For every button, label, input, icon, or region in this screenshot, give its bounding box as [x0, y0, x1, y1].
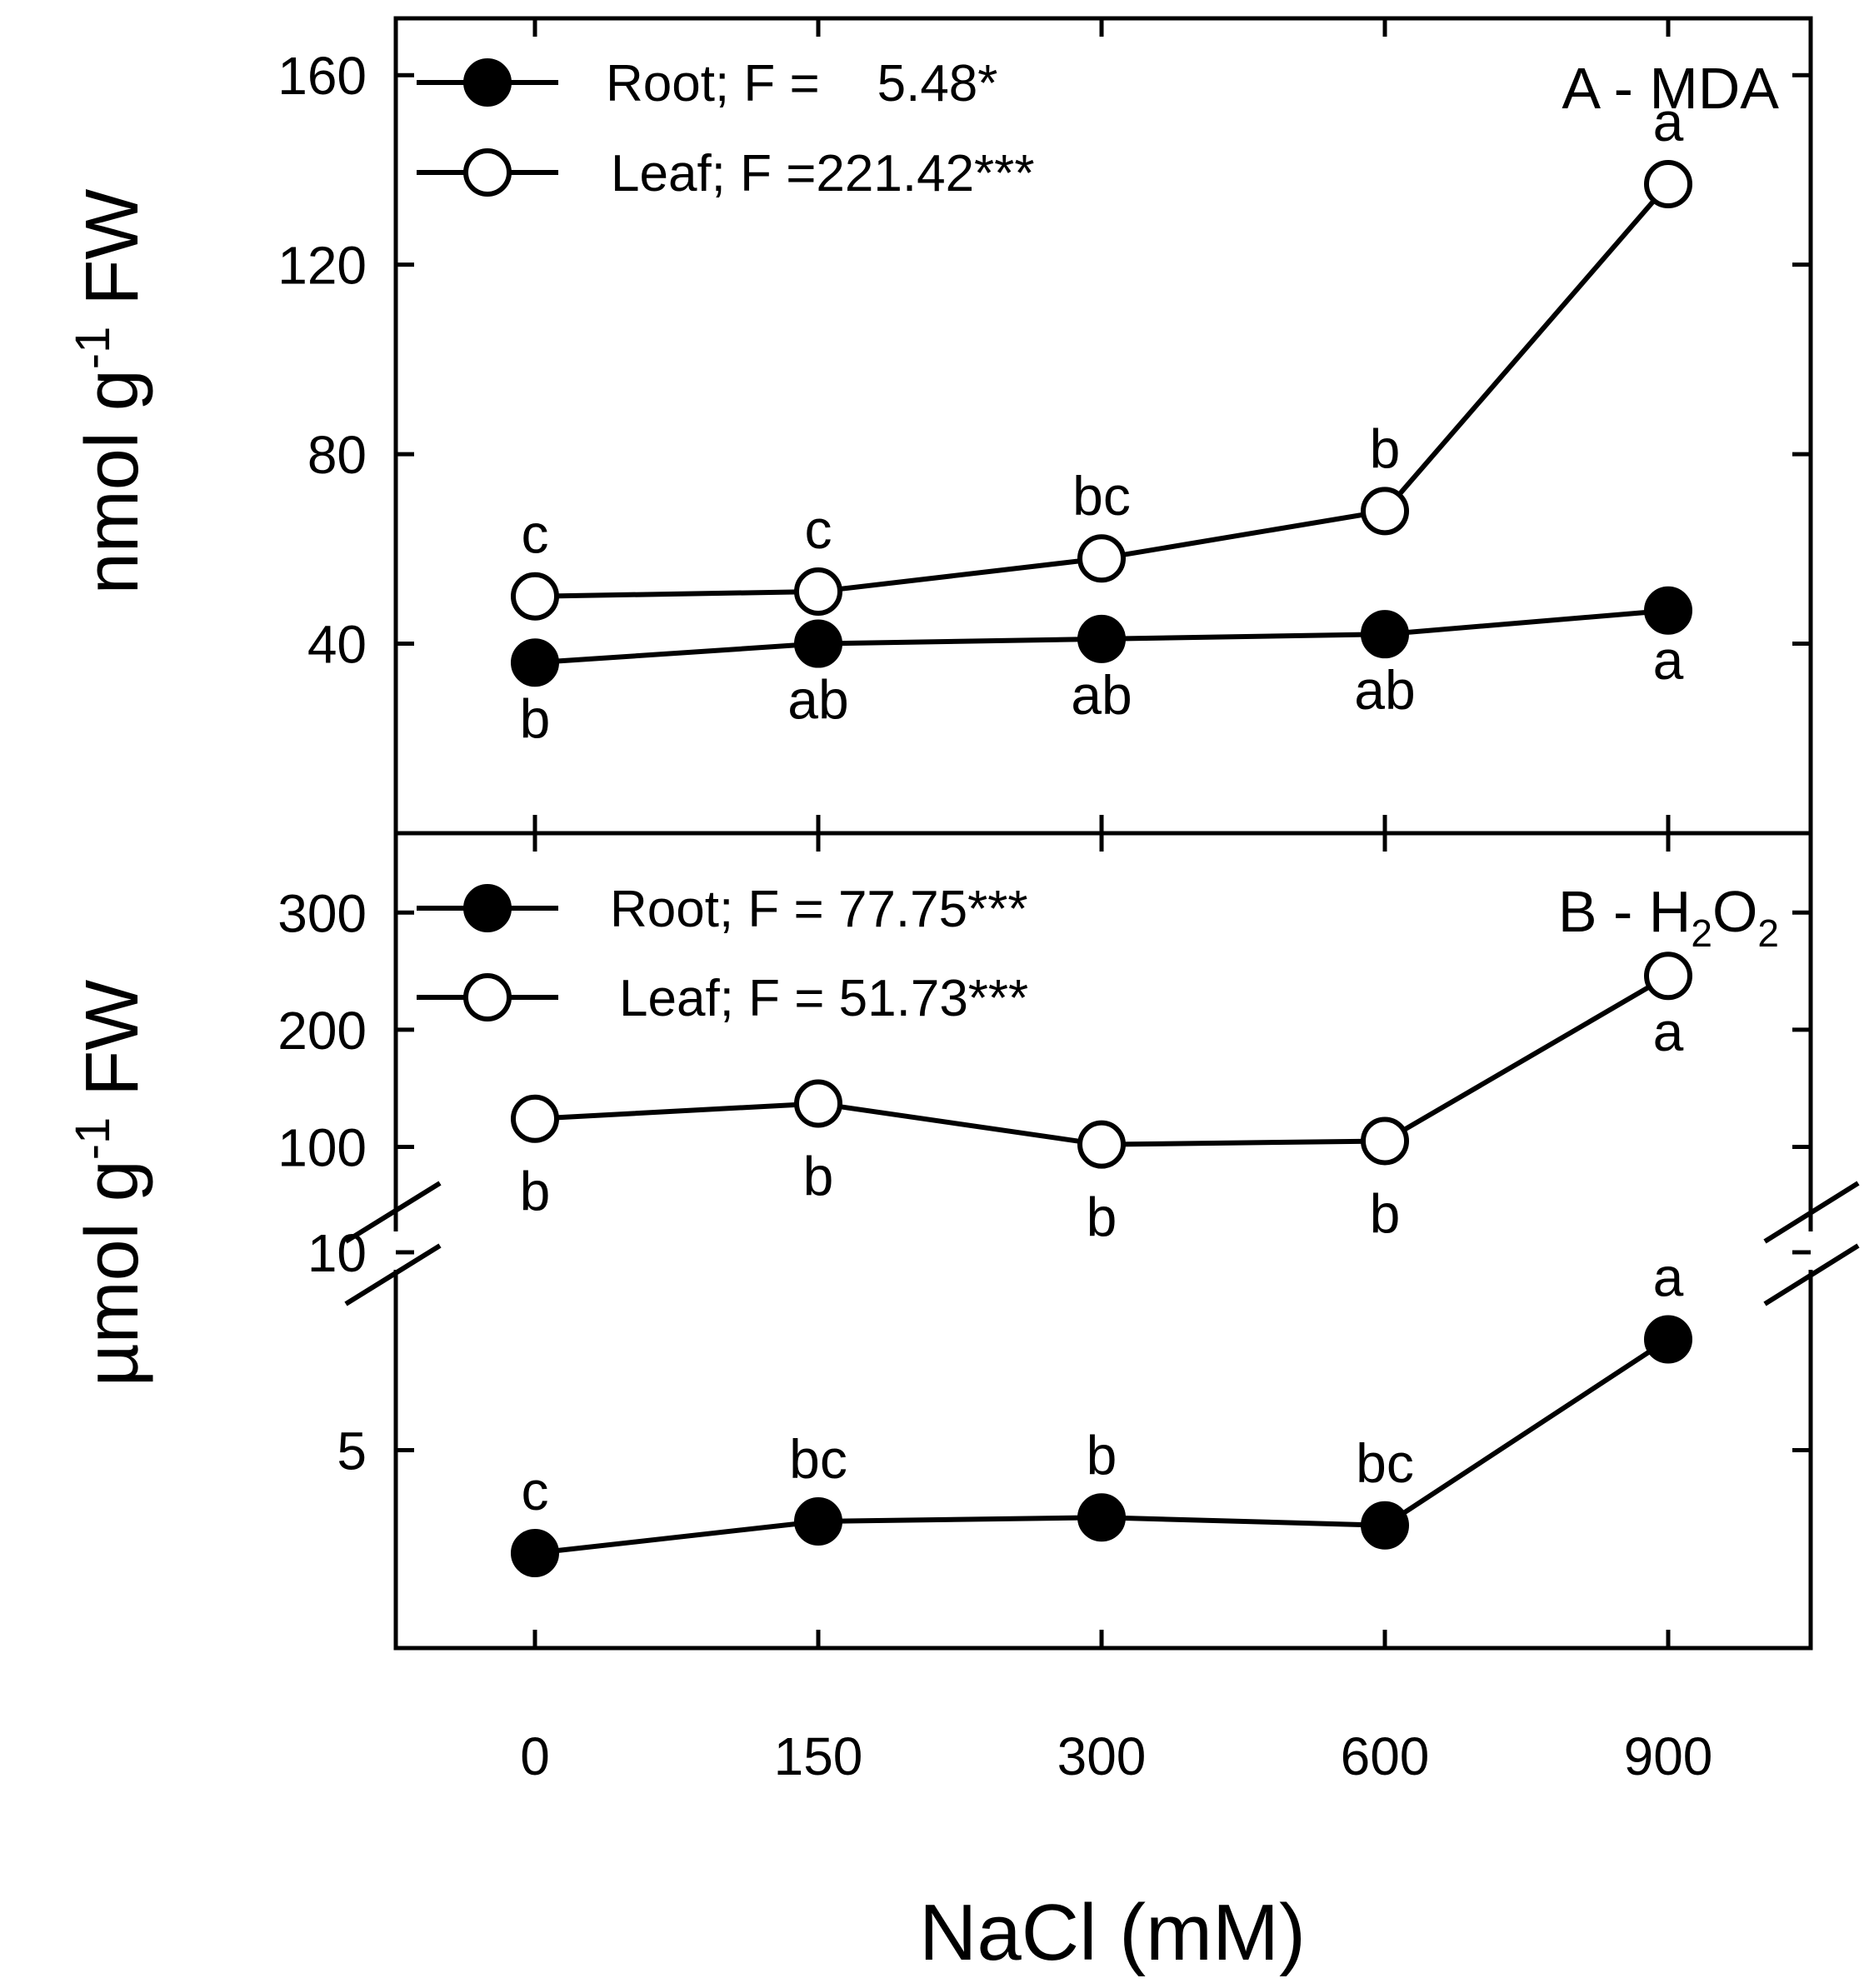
panel-a-leaf-significance-label: b — [1370, 417, 1401, 479]
panel-b-leaf-significance-label: a — [1653, 1001, 1684, 1062]
legend-root-label-b: Root; F = 77.75*** — [610, 881, 1027, 938]
legend-root-label-a: Root; F = 5.48* — [606, 55, 997, 112]
panel-b-root-significance-label: c — [522, 1460, 549, 1521]
panel-b-root-significance-label: b — [1087, 1424, 1117, 1486]
panel-a-y-tick-label: 120 — [277, 236, 367, 296]
panel-b-upper-y-tick-label: 200 — [277, 1001, 367, 1061]
axis-break-mark-left-2 — [344, 1243, 442, 1306]
legend-leaf-label-a: Leaf; F =221.42*** — [611, 145, 1034, 202]
legend-leaf-label-b: Leaf; F = 51.73*** — [619, 970, 1028, 1027]
panel-a-root-significance-label: b — [520, 687, 551, 749]
panel-b-root-point — [794, 1497, 842, 1546]
legend-leaf-marker-b — [463, 973, 512, 1021]
panel-b-upper-y-tick-label: 300 — [277, 883, 367, 943]
panel-a-root-point — [1361, 610, 1409, 659]
panel-b-root-significance-label: bc — [1356, 1432, 1414, 1494]
panel-b-y-axis-label: µmol g-1 FW — [66, 980, 154, 1386]
panel-b-root-point — [1361, 1501, 1409, 1550]
x-tick-label: 150 — [774, 1726, 863, 1786]
panel-a-y-tick-label: 40 — [307, 615, 367, 675]
panel-a-legend: Root; F = 5.48* Leaf; F =221.42*** — [417, 55, 1034, 202]
x-tick-label: 300 — [1057, 1726, 1147, 1786]
panel-b-leaf-point — [511, 1094, 559, 1143]
x-tick-label: 0 — [520, 1726, 550, 1786]
axis-break-mark-right-1 — [1763, 1181, 1860, 1244]
panel-a-leaf-significance-label: a — [1653, 91, 1684, 152]
panel-b-lower-y-tick-label: 5 — [337, 1421, 367, 1481]
panel-a-root-significance-label: ab — [787, 669, 848, 731]
panel-b-leaf-point — [1644, 952, 1692, 1001]
panel-a-root-point — [511, 638, 559, 687]
panel-b-root-point — [1644, 1315, 1692, 1364]
legend-root-marker-b — [463, 884, 512, 932]
panel-b-leaf-significance-label: b — [803, 1145, 834, 1206]
panel-b-root-point — [511, 1529, 559, 1577]
panel-b: 100 200 300 5 10 b b b b a c bc b bc a — [277, 833, 1811, 1648]
panel-a-root-significance-label: ab — [1071, 664, 1132, 726]
legend-root-marker-a — [463, 58, 512, 107]
panel-b-title-o: O — [1712, 879, 1757, 944]
panel-b-y-axis-label-main: µmol g — [71, 1160, 154, 1386]
panel-a-root-significance-label: a — [1653, 629, 1684, 691]
axis-break-mark-right-2 — [1763, 1243, 1860, 1306]
panel-a-y-axis-label-unit: FW — [71, 189, 154, 327]
panel-a-leaf-significance-label: bc — [1072, 465, 1131, 527]
panel-b-title: B - H2O2 — [1558, 879, 1779, 955]
panel-b-root-significance-label: bc — [789, 1428, 847, 1490]
panel-a-y-tick-label: 80 — [307, 425, 367, 485]
x-tick-label: 900 — [1624, 1726, 1713, 1786]
panel-a-title: A - MDA — [1562, 56, 1779, 121]
panel-a-y-axis-label-main: nmol g — [71, 369, 154, 594]
panel-a-leaf-significance-label: c — [522, 503, 549, 565]
panel-b-title-sub-2: 2 — [1757, 912, 1779, 955]
panel-b-root-point — [1077, 1493, 1126, 1542]
panel-b-title-sub-1: 2 — [1691, 912, 1712, 955]
panel-b-leaf-point — [1077, 1120, 1126, 1169]
panel-a-leaf-point — [1644, 160, 1692, 209]
panel-b-y-axis-label-exponent: -1 — [66, 1117, 120, 1161]
panel-a-leaf-significance-label: c — [805, 498, 832, 560]
panel-b-leaf-point — [794, 1079, 842, 1128]
panel-a-y-axis-label-exponent: -1 — [66, 327, 120, 370]
panel-a-root-point — [794, 619, 842, 668]
panel-b-y-axis-label-unit: FW — [71, 980, 154, 1117]
panel-a-leaf-point — [794, 567, 842, 617]
panel-a-leaf-point — [1361, 487, 1409, 536]
panel-b-root-significance-label: a — [1653, 1246, 1684, 1308]
panel-a-root-point — [1644, 586, 1692, 635]
panel-b-title-prefix: B - H — [1558, 879, 1691, 944]
panel-a-root-point — [1077, 614, 1126, 663]
panel-b-legend: Root; F = 77.75*** Leaf; F = 51.73*** — [417, 881, 1028, 1027]
legend-leaf-marker-a — [463, 148, 512, 197]
panel-a-y-tick-label: 160 — [277, 46, 367, 106]
axis-break-mark-left-1 — [344, 1181, 442, 1244]
x-tick-label: 600 — [1341, 1726, 1430, 1786]
panel-a-leaf-point — [1077, 534, 1126, 583]
panel-a-leaf-point — [511, 572, 559, 621]
panel-b-lower-y-tick-label: 10 — [307, 1223, 367, 1283]
x-axis: 0 150 300 600 900 — [520, 1726, 1712, 1786]
panel-b-leaf-point — [1361, 1116, 1409, 1166]
panel-a-y-axis-label: nmol g-1 FW — [66, 189, 154, 595]
x-axis-label: NaCl (mM) — [919, 1888, 1306, 1977]
panel-b-upper-y-tick-label: 100 — [277, 1117, 367, 1177]
panel-a-root-significance-label: ab — [1354, 659, 1415, 721]
panel-b-leaf-significance-label: b — [520, 1161, 551, 1222]
panel-b-leaf-significance-label: b — [1087, 1186, 1117, 1248]
panel-b-leaf-significance-label: b — [1370, 1182, 1401, 1244]
